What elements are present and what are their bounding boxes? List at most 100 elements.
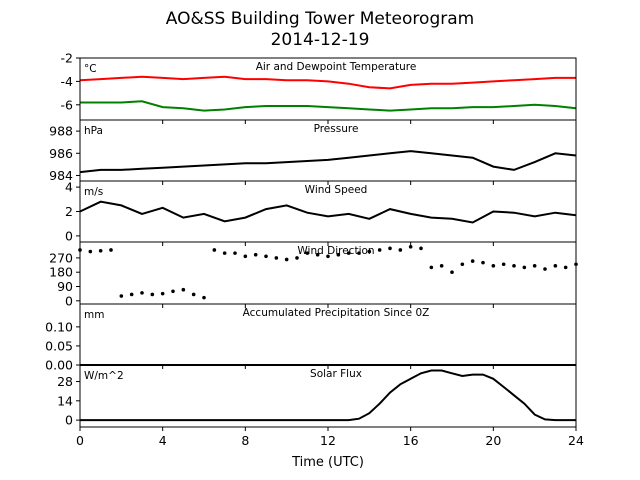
panel-1: -2 -4 -6 Air and Dewpoint Temperature °C bbox=[61, 51, 577, 124]
y-tick-label: 90 bbox=[57, 279, 73, 294]
data-point bbox=[181, 287, 186, 292]
data-point bbox=[419, 246, 423, 251]
data-point bbox=[398, 248, 403, 252]
panel-title: Pressure bbox=[314, 123, 359, 135]
y-tick-label: 0 bbox=[65, 293, 73, 308]
y-tick-label: 28 bbox=[57, 374, 73, 389]
data-point bbox=[160, 291, 165, 296]
x-tick-label: 16 bbox=[403, 433, 419, 448]
panel-title: Wind Speed bbox=[305, 184, 368, 196]
panel-title: Accumulated Precipitation Since 0Z bbox=[243, 307, 430, 319]
data-point bbox=[274, 256, 279, 260]
data-point bbox=[150, 292, 155, 297]
data-point bbox=[429, 265, 434, 270]
panel-title: Air and Dewpoint Temperature bbox=[256, 61, 417, 73]
data-point bbox=[202, 295, 206, 300]
data-point bbox=[295, 256, 299, 260]
series-line-2 bbox=[80, 100, 577, 112]
x-tick-label: 4 bbox=[159, 433, 167, 448]
x-tick-label: 20 bbox=[485, 433, 501, 448]
data-point bbox=[233, 251, 237, 255]
y-tick-label: 2 bbox=[65, 204, 73, 219]
y-tick-label: 984 bbox=[49, 168, 73, 183]
y-tick-label: -6 bbox=[61, 97, 74, 112]
data-point bbox=[98, 248, 103, 253]
data-point bbox=[336, 252, 341, 257]
series-line-1 bbox=[79, 150, 577, 174]
y-tick-label: 270 bbox=[49, 250, 73, 265]
data-point bbox=[88, 249, 93, 254]
data-point bbox=[553, 264, 558, 268]
series-line-1 bbox=[79, 75, 576, 90]
data-point bbox=[119, 294, 124, 298]
data-point bbox=[481, 260, 485, 265]
data-point bbox=[191, 292, 196, 297]
figure-subtitle: 2014-12-19 bbox=[271, 30, 370, 50]
x-tick-label: 0 bbox=[76, 433, 84, 448]
panel-6: 0 14 28 Solar Flux W/m^2 0 4 8 12 16 20 24 bbox=[57, 364, 584, 448]
y-tick-label: 988 bbox=[49, 124, 73, 139]
data-point bbox=[171, 289, 175, 294]
unit-label: m/s bbox=[84, 186, 103, 198]
data-point bbox=[346, 251, 351, 255]
data-point bbox=[470, 259, 475, 263]
data-point bbox=[284, 257, 289, 262]
data-point bbox=[243, 254, 248, 259]
unit-label: mm bbox=[84, 309, 104, 321]
y-tick-label: 0.05 bbox=[45, 338, 73, 353]
data-point bbox=[367, 249, 372, 254]
panel-5: 0.00 0.05 0.10 Accumulated Precipitation Si… bbox=[45, 303, 577, 373]
y-tick-label: 4 bbox=[65, 180, 73, 195]
data-point bbox=[305, 251, 310, 255]
unit-label: °C bbox=[84, 63, 97, 75]
data-point bbox=[129, 292, 134, 297]
data-point bbox=[326, 254, 330, 259]
data-point bbox=[222, 251, 227, 255]
x-tick-label: 12 bbox=[320, 433, 336, 448]
figure-title: AO&SS Building Tower Meteorogram bbox=[166, 9, 474, 29]
data-point bbox=[315, 252, 320, 257]
unit-label: W/m^2 bbox=[84, 370, 124, 382]
data-point bbox=[522, 265, 527, 270]
data-point bbox=[501, 262, 506, 267]
y-tick-label: -4 bbox=[61, 74, 74, 89]
data-point bbox=[377, 248, 382, 252]
x-tick-label: 8 bbox=[241, 433, 249, 448]
panel-2: 984 986 988 Pressure hPa bbox=[49, 119, 577, 185]
data-point bbox=[532, 264, 537, 268]
panel-3: 0 2 4 Wind Speed m/s bbox=[65, 180, 577, 246]
series-line-1 bbox=[80, 369, 576, 422]
x-tick-label: 24 bbox=[568, 433, 584, 448]
data-point bbox=[408, 244, 413, 249]
data-point bbox=[512, 264, 516, 268]
data-point bbox=[543, 267, 547, 271]
data-point bbox=[140, 291, 144, 295]
data-point bbox=[388, 246, 392, 251]
data-point bbox=[357, 251, 361, 255]
y-tick-label: -2 bbox=[61, 51, 73, 66]
y-tick-label: 0 bbox=[65, 413, 73, 428]
series-line-1 bbox=[79, 200, 577, 224]
y-tick-label: 0.00 bbox=[45, 358, 73, 373]
data-point bbox=[460, 262, 465, 267]
unit-label: hPa bbox=[84, 125, 103, 137]
data-point bbox=[450, 270, 454, 275]
y-tick-label: 986 bbox=[49, 146, 73, 161]
y-tick-label: 0.10 bbox=[45, 319, 73, 334]
y-tick-label: 0 bbox=[65, 228, 73, 243]
x-axis-label: Time (UTC) bbox=[291, 455, 364, 470]
data-point bbox=[212, 248, 217, 252]
data-point bbox=[253, 252, 258, 257]
y-tick-label: 180 bbox=[49, 265, 73, 280]
data-point bbox=[563, 265, 568, 270]
panel-title: Wind Direction bbox=[297, 245, 374, 257]
data-point bbox=[109, 248, 113, 252]
data-point bbox=[264, 254, 268, 259]
y-tick-label: 14 bbox=[57, 393, 73, 408]
data-point bbox=[491, 264, 496, 268]
panel-title: Solar Flux bbox=[310, 368, 362, 380]
data-point bbox=[439, 264, 444, 268]
